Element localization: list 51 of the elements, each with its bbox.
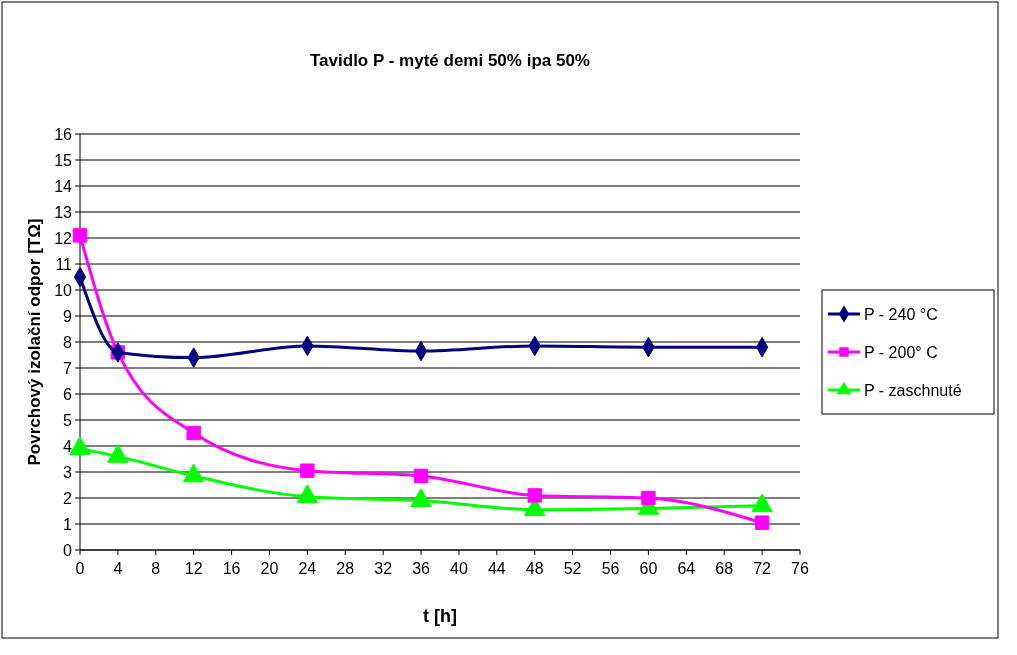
y-tick-label: 16 [54, 125, 73, 143]
y-tick-label: 8 [63, 333, 73, 351]
x-tick-label: 28 [336, 560, 355, 577]
y-tick-label: 15 [54, 151, 73, 169]
y-tick-label: 3 [63, 463, 73, 481]
y-axis-title: Povrchový izolační odpor [TΩ] [25, 218, 44, 466]
y-tick-label: 4 [63, 437, 73, 455]
point [751, 493, 773, 513]
point [296, 484, 319, 504]
x-tick-label: 20 [260, 560, 279, 577]
x-tick-label: 24 [298, 560, 317, 577]
y-tick-label: 11 [55, 255, 73, 273]
x-tick-label: 60 [639, 560, 658, 577]
chart-title: Tavidlo P - myté demi 50% ipa 50% [310, 51, 590, 70]
y-tick-label: 1 [63, 515, 73, 533]
y-tick-label: 2 [63, 489, 73, 507]
y-tick-label: 5 [63, 411, 73, 429]
y-tick-label: 6 [63, 385, 73, 403]
x-axis-title: t [h] [423, 606, 457, 626]
y-tick-label: 9 [63, 307, 73, 325]
x-tick-label: 68 [715, 560, 734, 577]
point [300, 463, 315, 478]
x-tick-label: 44 [487, 560, 506, 577]
legend-label: P - 200° C [864, 343, 938, 361]
x-tick-label: 36 [412, 560, 431, 577]
point [410, 488, 432, 507]
x-tick-label: 64 [677, 560, 696, 577]
x-tick-label: 4 [113, 560, 123, 577]
x-tick-label: 72 [753, 560, 772, 577]
x-tick-label: 8 [151, 560, 161, 577]
point [182, 463, 205, 483]
x-tick-label: 48 [525, 560, 544, 577]
y-tick-label: 0 [63, 541, 73, 559]
y-tick-label: 14 [54, 177, 73, 195]
x-tick-label: 12 [184, 560, 203, 577]
legend-label: P - zaschnuté [864, 381, 962, 399]
y-tick-label: 13 [54, 203, 73, 221]
x-tick-label: 40 [450, 560, 468, 577]
x-tick-label: 16 [222, 560, 241, 577]
point [107, 444, 129, 463]
y-tick-label: 7 [63, 359, 73, 377]
point [186, 425, 201, 441]
y-tick-label: 10 [54, 281, 73, 299]
y-tick-label: 12 [54, 229, 73, 247]
point [72, 228, 88, 243]
x-tick-label: 0 [75, 560, 85, 577]
x-tick-label: 32 [374, 560, 393, 577]
x-tick-label: 52 [563, 560, 582, 577]
x-tick-label: 76 [791, 560, 809, 577]
legend-label: P - 240 °C [864, 305, 938, 323]
x-tick-label: 56 [601, 560, 620, 577]
